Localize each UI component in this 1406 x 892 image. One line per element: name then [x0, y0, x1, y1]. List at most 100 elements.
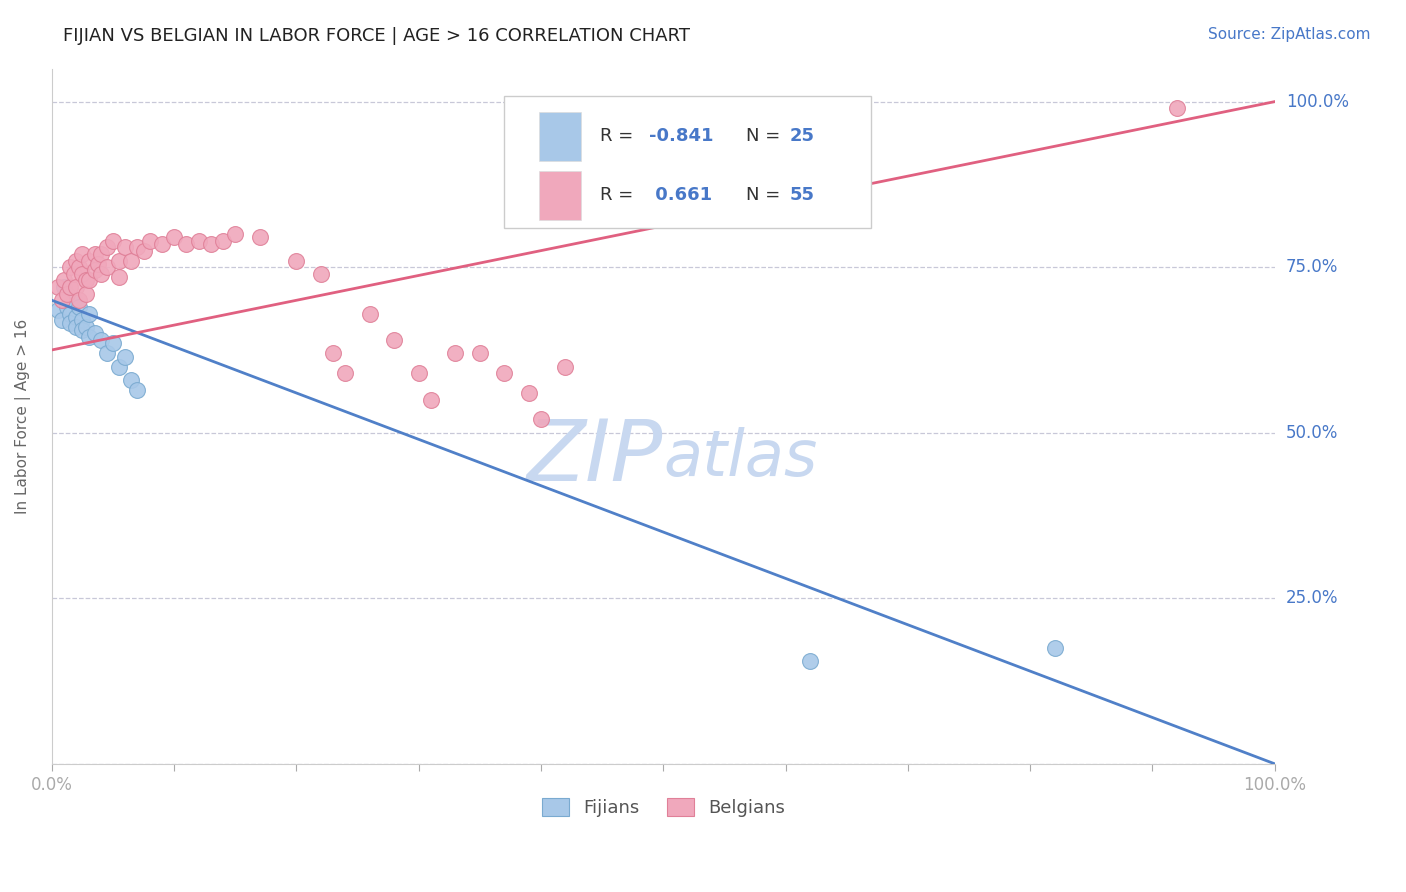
Point [65, 253, 87, 268]
Point [77, 273, 100, 287]
Point [108, 359, 131, 374]
Point [468, 346, 491, 360]
Point [530, 412, 553, 426]
Point [77, 306, 100, 320]
Text: FIJIAN VS BELGIAN IN LABOR FORCE | AGE > 16 CORRELATION CHART: FIJIAN VS BELGIAN IN LABOR FORCE | AGE >… [63, 27, 690, 45]
Point [67, 293, 90, 308]
Text: 75.0%: 75.0% [1286, 258, 1339, 277]
Text: -0.841: -0.841 [648, 128, 713, 145]
Point [77, 253, 100, 268]
Point [408, 366, 430, 380]
Point [75, 319, 97, 334]
Text: 55: 55 [789, 186, 814, 204]
Point [72, 247, 94, 261]
Point [108, 270, 131, 285]
Point [200, 237, 222, 252]
Point [46, 280, 69, 294]
Point [63, 293, 86, 308]
Point [419, 392, 441, 407]
Point [83, 326, 105, 341]
Point [59, 306, 82, 320]
Point [59, 260, 82, 275]
Point [55, 286, 77, 301]
Text: 25: 25 [789, 128, 814, 145]
Point [127, 240, 149, 254]
Point [285, 253, 308, 268]
Point [108, 253, 131, 268]
Point [96, 260, 118, 275]
Text: N =: N = [747, 186, 786, 204]
Text: atlas: atlas [664, 427, 817, 489]
Point [187, 234, 209, 248]
Point [77, 329, 100, 343]
FancyBboxPatch shape [538, 171, 581, 219]
Point [120, 253, 142, 268]
Point [309, 267, 332, 281]
Point [554, 359, 576, 374]
Point [101, 234, 124, 248]
Point [132, 244, 155, 258]
Point [127, 383, 149, 397]
Point [65, 310, 87, 324]
Text: 0.661: 0.661 [648, 186, 711, 204]
Y-axis label: In Labor Force | Age > 16: In Labor Force | Age > 16 [15, 318, 31, 514]
Point [96, 346, 118, 360]
Text: 25.0%: 25.0% [1286, 590, 1339, 607]
Point [59, 317, 82, 331]
Point [799, 654, 821, 668]
Point [335, 366, 357, 380]
Point [55, 300, 77, 314]
Point [53, 273, 76, 287]
Point [51, 293, 73, 308]
Point [1043, 640, 1066, 655]
Point [83, 263, 105, 277]
Point [90, 247, 112, 261]
Point [63, 267, 86, 281]
Text: Source: ZipAtlas.com: Source: ZipAtlas.com [1208, 27, 1371, 42]
Point [72, 323, 94, 337]
Point [114, 240, 136, 254]
Point [444, 346, 467, 360]
Text: R =: R = [600, 128, 638, 145]
Point [65, 319, 87, 334]
Point [163, 230, 186, 244]
Point [494, 366, 516, 380]
Point [359, 306, 381, 320]
Point [67, 300, 90, 314]
Legend: Fijians, Belgians: Fijians, Belgians [534, 790, 792, 824]
Point [224, 227, 246, 241]
Point [90, 333, 112, 347]
Point [87, 257, 110, 271]
Text: R =: R = [600, 186, 638, 204]
Point [53, 280, 76, 294]
Point [382, 333, 405, 347]
Point [96, 240, 118, 254]
Point [67, 260, 90, 275]
Point [114, 350, 136, 364]
Point [120, 373, 142, 387]
FancyBboxPatch shape [538, 112, 581, 161]
Point [322, 346, 344, 360]
Point [75, 286, 97, 301]
Point [176, 237, 198, 252]
Text: 100.0%: 100.0% [1286, 93, 1348, 111]
Text: 50.0%: 50.0% [1286, 424, 1339, 442]
Text: ZIP: ZIP [527, 417, 664, 500]
Point [90, 267, 112, 281]
Point [46, 303, 69, 318]
Point [75, 273, 97, 287]
Text: N =: N = [747, 128, 786, 145]
Point [83, 247, 105, 261]
FancyBboxPatch shape [505, 96, 872, 228]
Point [72, 267, 94, 281]
Point [517, 386, 540, 401]
Point [72, 313, 94, 327]
Point [150, 237, 173, 252]
Point [101, 336, 124, 351]
Point [51, 313, 73, 327]
Point [212, 234, 235, 248]
Point [249, 230, 271, 244]
Point [65, 280, 87, 294]
Point [1166, 101, 1188, 115]
Point [138, 234, 160, 248]
